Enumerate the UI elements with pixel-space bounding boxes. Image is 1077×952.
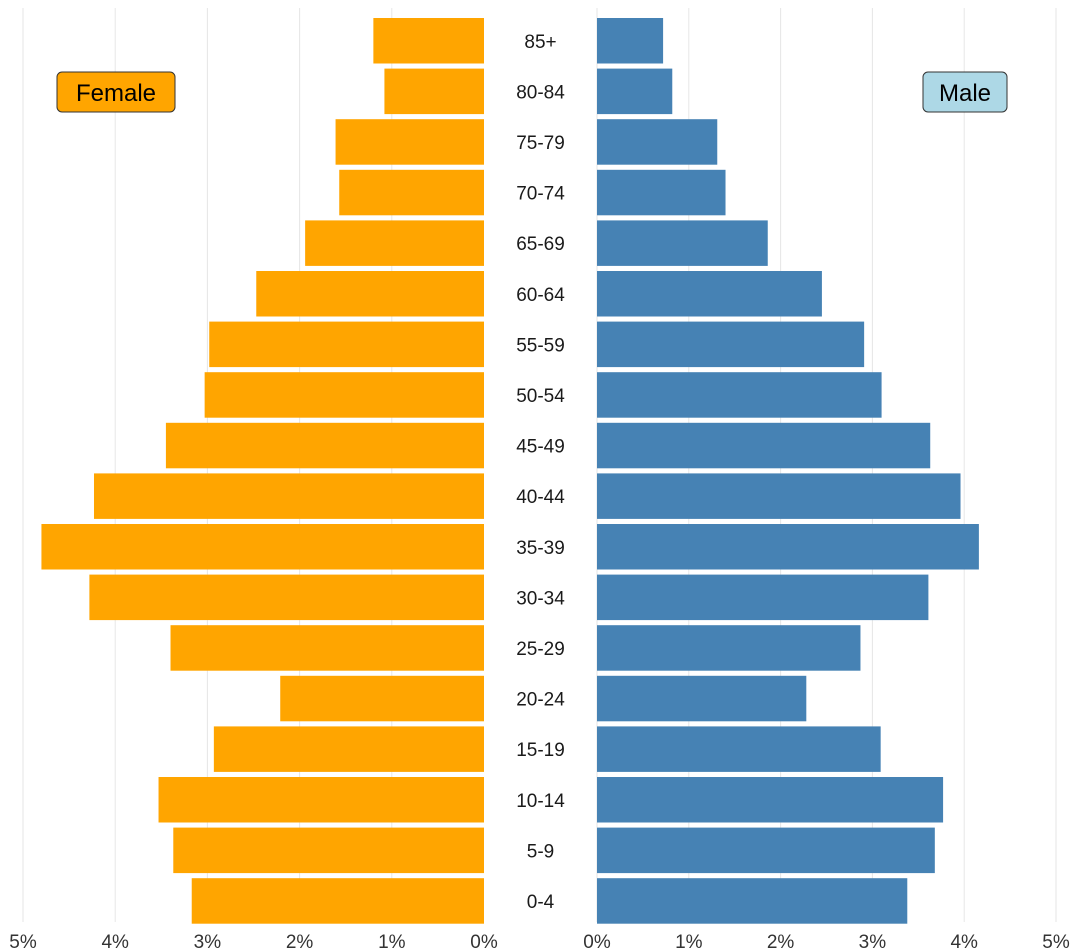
- legend-layer: Female Male: [56, 71, 1008, 113]
- bars-layer: [41, 18, 979, 924]
- male-bar: [597, 68, 673, 115]
- age-group-label: 80-84: [516, 82, 565, 103]
- age-labels-layer: 85+ 80-84 75-79 70-74 65-69 60-64 55-59 50-54 45…: [516, 32, 565, 913]
- female-bar: [213, 726, 484, 772]
- x-tick-label: 5%: [1042, 932, 1070, 952]
- age-group-label: 20-24: [516, 690, 565, 711]
- female-bar: [93, 473, 484, 519]
- x-tick-label: 2%: [286, 932, 314, 952]
- male-bar: [597, 18, 664, 64]
- female-bar: [41, 524, 484, 570]
- female-bar: [384, 68, 484, 115]
- x-tick-label: 1%: [675, 932, 703, 952]
- legend-female-label: Female: [76, 80, 156, 107]
- male-bar: [597, 169, 726, 216]
- age-group-label: 70-74: [516, 184, 565, 205]
- x-axis-ticks: 5% 4% 3% 2% 1% 0% 0% 1% 2% 3% 4% 5%: [9, 932, 1070, 952]
- age-group-label: 15-19: [516, 740, 565, 761]
- x-tick-label: 0%: [470, 932, 498, 952]
- x-tick-label: 0%: [583, 932, 611, 952]
- male-bar: [597, 473, 961, 519]
- age-group-label: 25-29: [516, 639, 565, 660]
- age-group-label: 75-79: [516, 133, 565, 154]
- legend-female-box: [56, 71, 176, 113]
- female-bar: [305, 220, 484, 266]
- age-group-label: 85+: [524, 32, 556, 53]
- female-bar: [165, 422, 484, 469]
- female-bar: [280, 675, 484, 722]
- age-group-label: 0-4: [527, 892, 555, 913]
- male-bar: [597, 220, 768, 266]
- x-tick-label: 1%: [378, 932, 406, 952]
- legend-male-box: [922, 71, 1008, 113]
- x-tick-label: 2%: [767, 932, 795, 952]
- male-bar: [597, 726, 881, 772]
- female-bar: [256, 271, 484, 317]
- female-bar: [335, 119, 484, 165]
- male-bar: [597, 827, 935, 874]
- male-bar: [597, 675, 807, 722]
- x-tick-label: 3%: [859, 932, 887, 952]
- female-bar: [209, 321, 484, 368]
- female-bar: [158, 777, 484, 823]
- age-group-label: 55-59: [516, 335, 565, 356]
- age-group-label: 30-34: [516, 588, 565, 609]
- male-bar: [597, 524, 979, 570]
- female-bar: [191, 878, 484, 924]
- legend-male-label: Male: [939, 80, 991, 107]
- female-bar: [339, 169, 484, 216]
- female-bar: [89, 574, 484, 621]
- x-tick-label: 3%: [194, 932, 222, 952]
- male-bar: [597, 372, 882, 418]
- age-group-label: 50-54: [516, 386, 565, 407]
- male-bar: [597, 271, 822, 317]
- female-bar: [170, 625, 484, 671]
- age-group-label: 5-9: [527, 841, 554, 862]
- male-bar: [597, 422, 931, 469]
- age-group-label: 40-44: [516, 487, 565, 508]
- age-group-label: 60-64: [516, 285, 565, 306]
- male-bar: [597, 574, 929, 621]
- female-bar: [204, 372, 484, 418]
- male-bar: [597, 321, 865, 368]
- male-bar: [597, 878, 908, 924]
- age-group-label: 10-14: [516, 791, 565, 812]
- age-group-label: 65-69: [516, 234, 565, 255]
- x-tick-label: 5%: [9, 932, 37, 952]
- male-bar: [597, 777, 944, 823]
- x-tick-label: 4%: [950, 932, 978, 952]
- male-bar: [597, 625, 861, 671]
- female-bar: [373, 18, 484, 64]
- age-group-label: 35-39: [516, 538, 565, 559]
- age-group-label: 45-49: [516, 437, 565, 458]
- female-bar: [173, 827, 484, 874]
- male-bar: [597, 119, 718, 165]
- x-tick-label: 4%: [101, 932, 129, 952]
